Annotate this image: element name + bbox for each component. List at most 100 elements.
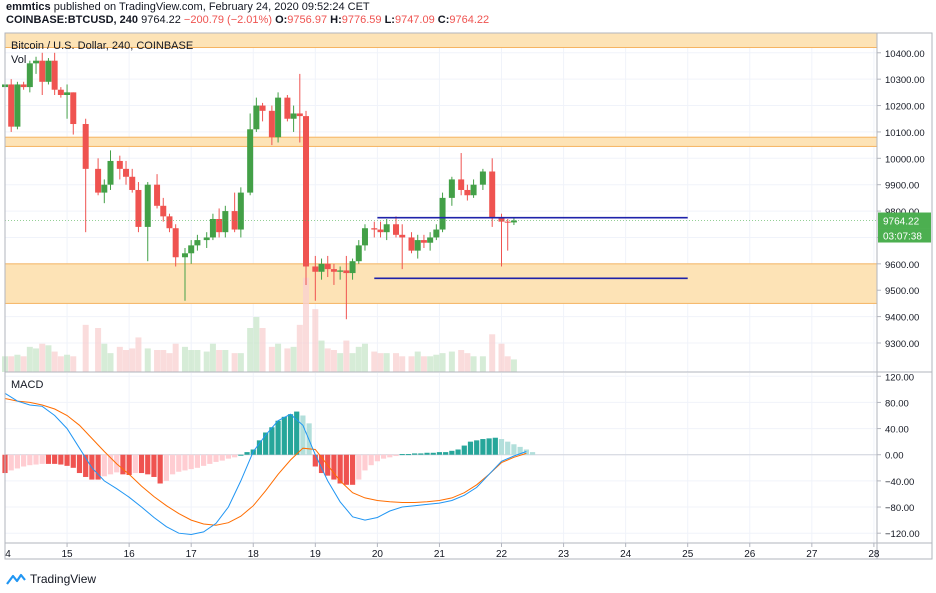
- volume-bar: [259, 328, 266, 372]
- macd-histogram-bar: [449, 450, 455, 455]
- macd-histogram-bar: [157, 454, 163, 484]
- candle-body: [253, 105, 260, 130]
- macd-histogram-bar: [232, 454, 238, 458]
- candle-body: [361, 228, 368, 246]
- candle-body: [290, 113, 297, 119]
- chart-frame: [4, 32, 933, 560]
- candle-body: [64, 92, 71, 95]
- open-label: O:: [275, 14, 288, 26]
- macd-tick-label: −80.00: [885, 503, 914, 514]
- volume-bar: [510, 359, 517, 372]
- time-tick-label: 27: [806, 549, 818, 560]
- candle-body: [337, 270, 344, 272]
- tradingview-logo-icon: [6, 573, 26, 585]
- candle-body: [222, 211, 229, 233]
- candle-body: [414, 240, 421, 251]
- macd-histogram-bar: [393, 454, 399, 457]
- macd-histogram-bar: [387, 454, 393, 458]
- footer-brand[interactable]: TradingView: [6, 572, 96, 586]
- candle-body: [284, 97, 291, 119]
- macd-histogram-bar: [474, 440, 480, 455]
- candle-body: [420, 240, 427, 243]
- close-label: C:: [437, 14, 450, 26]
- candle-body: [20, 84, 27, 88]
- candle-body: [408, 237, 415, 251]
- high-value: 9776.59: [341, 14, 382, 26]
- candle-body: [160, 205, 167, 217]
- volume-bar: [489, 334, 496, 372]
- volume-bar: [107, 353, 114, 372]
- macd-histogram-bar: [331, 454, 337, 480]
- candle-body: [448, 179, 455, 198]
- macd-histogram-bar: [455, 449, 461, 455]
- volume-bar: [433, 354, 440, 372]
- volume-bar: [209, 343, 216, 372]
- candle-body: [82, 124, 89, 169]
- price-tick-label: 9300.00: [885, 339, 919, 350]
- macd-histogram-bar: [163, 454, 169, 481]
- volume-bar: [498, 343, 505, 372]
- volume-bar: [116, 346, 123, 372]
- candle-body: [470, 184, 477, 196]
- publisher-name[interactable]: emmtics: [6, 1, 51, 13]
- time-tick-label: 16: [124, 549, 136, 560]
- volume-bar: [448, 351, 455, 372]
- price-zone: [4, 136, 878, 147]
- time-tick-label: 22: [496, 549, 508, 560]
- support-resistance-zones: [4, 32, 878, 304]
- volume-bar: [383, 353, 390, 372]
- signal-line: [4, 398, 527, 526]
- candle-body: [324, 263, 331, 270]
- publisher-line: emmtics published on TradingView.com, Fe…: [6, 1, 370, 13]
- macd-histogram-bar: [14, 454, 21, 469]
- candle-body: [318, 263, 325, 272]
- candle-body: [439, 197, 446, 230]
- volume-bar: [393, 353, 400, 372]
- macd-histogram-bar: [45, 454, 52, 464]
- macd-histogram-bar: [27, 454, 33, 466]
- horizontal-levels: [5, 216, 877, 280]
- volume-bar: [355, 346, 362, 372]
- price-tick-label: 9500.00: [885, 286, 919, 297]
- candle-body: [498, 217, 505, 222]
- volume-bar: [39, 343, 46, 372]
- volume-bar: [420, 356, 427, 372]
- macd-histogram-bar: [244, 452, 250, 455]
- macd-histogram-bar: [362, 454, 368, 471]
- volume-bar: [318, 340, 325, 372]
- price-tick-label: 9400.00: [885, 313, 919, 324]
- candle-body: [371, 228, 378, 230]
- macd-legend: MACD: [11, 379, 44, 391]
- candle-body: [330, 269, 337, 272]
- macd-histogram-bar: [120, 454, 126, 475]
- candle-body: [355, 245, 362, 262]
- candle-body: [510, 220, 517, 223]
- macd-histogram-bar: [169, 454, 176, 475]
- macd-histogram-bar: [263, 432, 269, 455]
- candle-body: [504, 221, 511, 223]
- volume-bar: [268, 346, 275, 372]
- volume-bar: [408, 356, 415, 372]
- macd-histogram-bar: [380, 454, 387, 459]
- high-label: H:: [330, 14, 342, 26]
- time-tick-label: 23: [558, 549, 570, 560]
- volume-bar: [216, 350, 223, 372]
- macd-histogram-bar: [523, 449, 529, 455]
- macd-histogram-bar: [337, 454, 343, 484]
- volume-bar: [222, 350, 229, 372]
- time-tick-label: 17: [186, 549, 198, 560]
- candle-body: [166, 216, 173, 229]
- last-price: 9764.22: [141, 14, 181, 26]
- volume-bar: [166, 353, 173, 372]
- price-tick-label: 10200.00: [885, 102, 925, 113]
- volume-bar: [312, 309, 319, 372]
- volume-bar: [324, 348, 331, 372]
- volume-bar: [464, 353, 471, 372]
- candle-body: [303, 116, 310, 267]
- candle-body: [393, 224, 400, 235]
- price-tick-label: 10100.00: [885, 128, 925, 139]
- volume-bar: [414, 351, 421, 372]
- volume-bar: [330, 350, 337, 372]
- candle-body: [479, 171, 486, 185]
- volume-bar: [101, 343, 108, 372]
